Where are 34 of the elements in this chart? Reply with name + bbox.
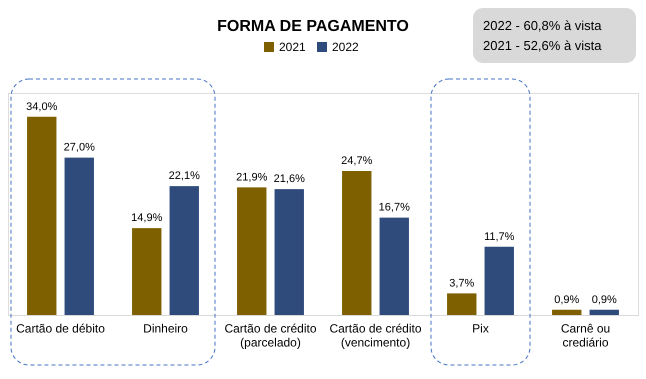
chart-title: FORMA DE PAGAMENTO [217, 18, 409, 35]
x-tick-label: Pix [472, 322, 489, 336]
data-label: 0,9% [592, 294, 617, 306]
legend-label: 2021 [279, 40, 306, 54]
bar [342, 171, 372, 315]
legend-label: 2022 [332, 40, 360, 54]
bar [274, 189, 304, 315]
bar [590, 310, 619, 315]
data-label: 3,7% [449, 277, 474, 290]
data-label: 14,9% [131, 212, 163, 224]
bar [27, 116, 56, 315]
data-label: 16,7% [378, 202, 410, 214]
data-label: 24,7% [341, 155, 373, 168]
bar [132, 228, 162, 315]
bar [170, 186, 199, 315]
x-tick-label: Cartão de crédito (vencimento) [329, 322, 422, 350]
data-label: 21,6% [274, 173, 306, 186]
bar [237, 187, 266, 315]
x-tick-label: Cartão de débito [16, 322, 106, 336]
bar [64, 158, 94, 315]
x-tick-label: Dinheiro [143, 322, 188, 336]
x-tick-label: Cartão de crédito (parcelado) [224, 322, 317, 350]
x-tick-label: Carnê ou crediário [560, 322, 610, 350]
data-label: 34,0% [26, 100, 58, 113]
data-label: 21,9% [236, 171, 268, 184]
data-label: 11,7% [484, 230, 515, 243]
bar [552, 310, 582, 315]
data-label: 22,1% [168, 170, 200, 182]
bar [380, 218, 409, 315]
data-label: 27,0% [64, 142, 96, 154]
bar [447, 293, 476, 315]
bar [484, 246, 514, 315]
data-label: 0,9% [554, 294, 580, 306]
text: 2022 - 60,8% à vista 2021 - 52,6% à vista [483, 18, 602, 53]
